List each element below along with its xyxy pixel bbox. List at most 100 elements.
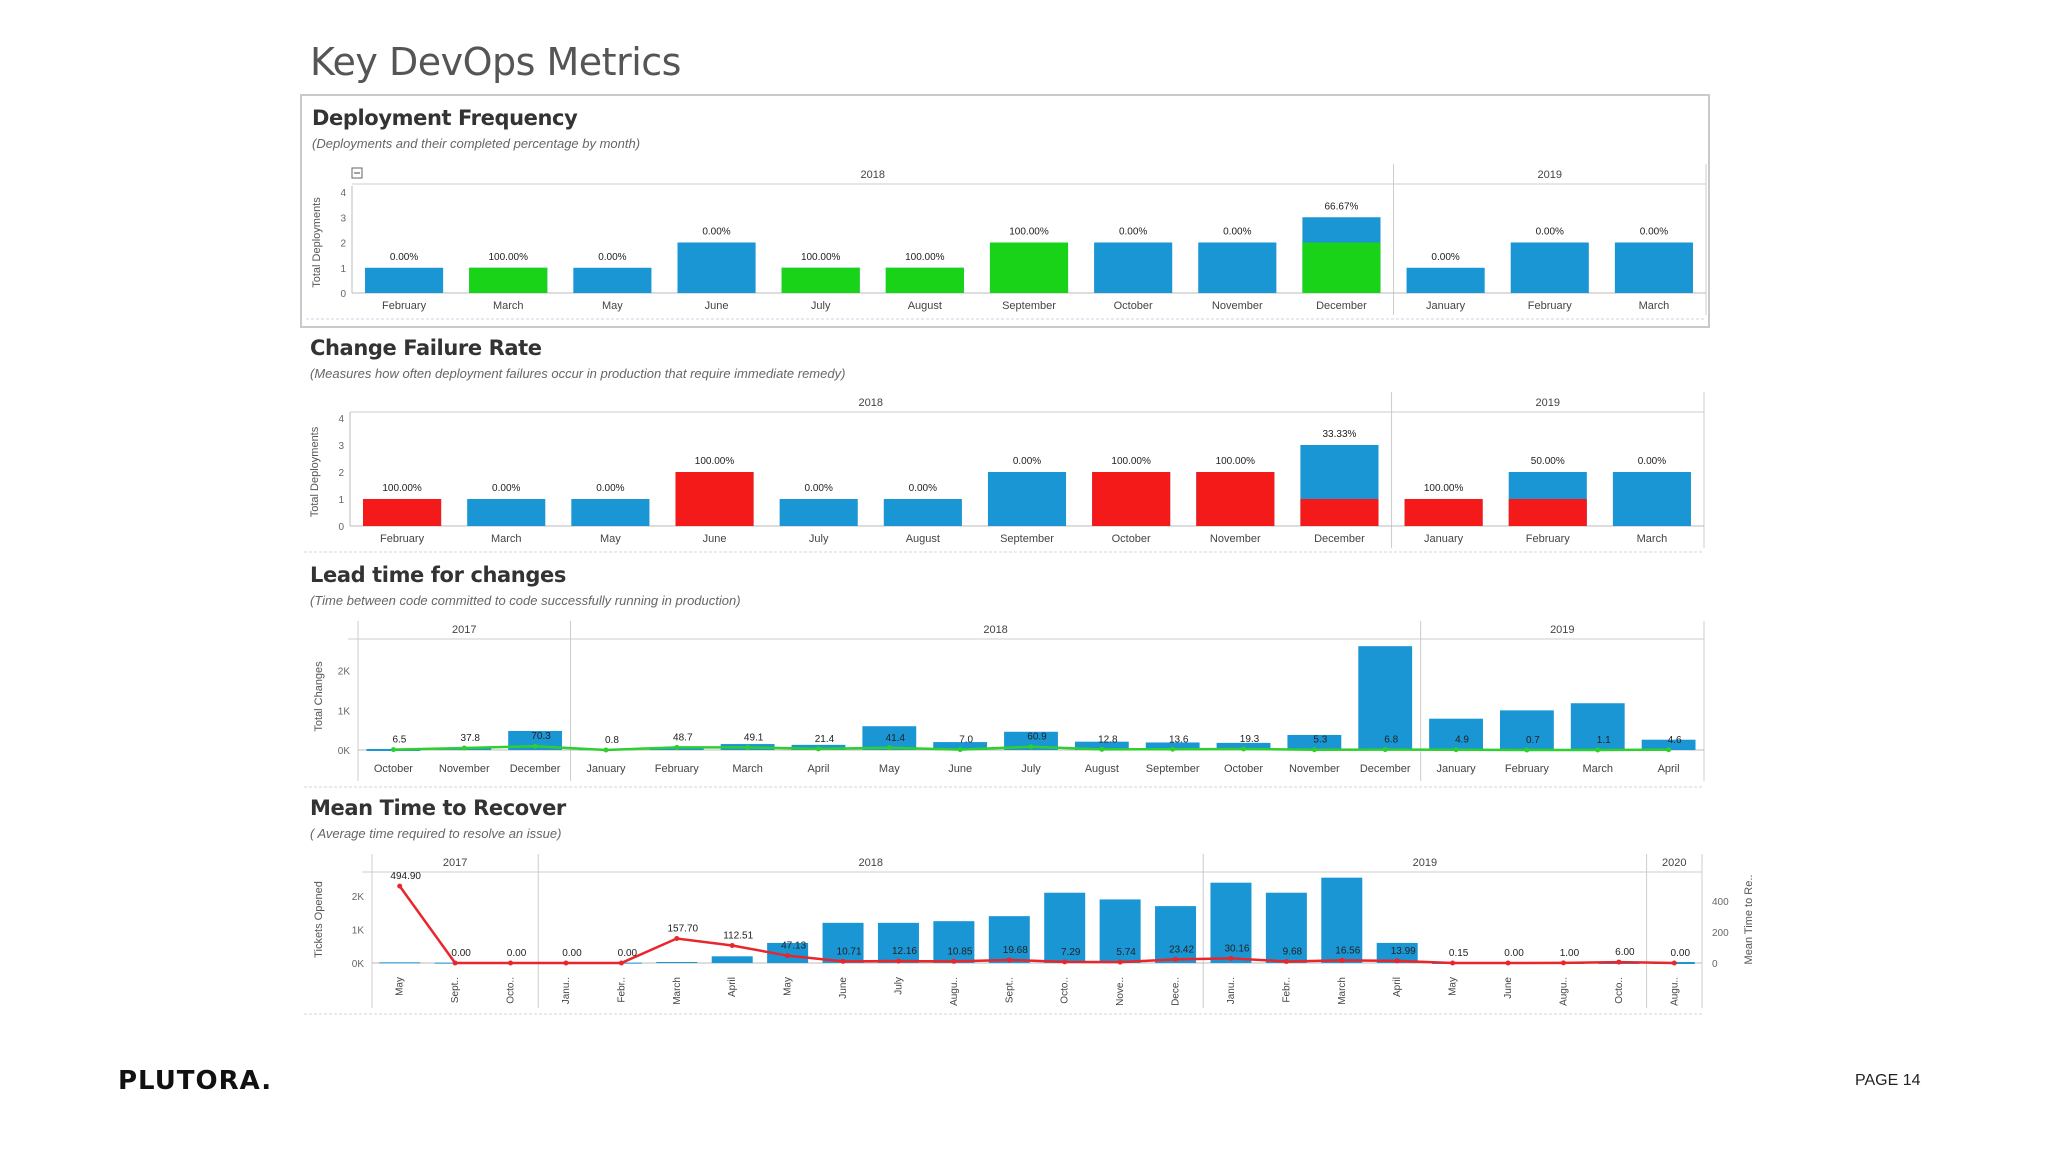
y-tick-label: 1K <box>338 706 351 717</box>
x-tick-label: March <box>1582 763 1613 775</box>
change-failure-rate-chart: 2018 2019 0 1 2 3 4 Total Deployments 100.00% Feb… <box>304 392 1705 553</box>
x-tick-label: May <box>600 533 621 545</box>
trend-point <box>785 953 791 959</box>
y-tick-label: 2 <box>338 468 344 479</box>
x-tick-label: March <box>1337 977 1348 1005</box>
data-label: 0.00% <box>492 483 520 494</box>
bar <box>656 961 698 963</box>
trend-point <box>1524 747 1530 753</box>
x-tick-label: March <box>491 533 522 545</box>
trend-point <box>1505 960 1511 966</box>
x-tick-label: November <box>1210 533 1261 545</box>
bar <box>711 956 753 963</box>
x-tick-label: January <box>1436 763 1476 775</box>
x-tick-label: Augu.. <box>1669 977 1680 1006</box>
x-tick-label: May <box>879 763 900 775</box>
bar-total <box>1612 472 1691 526</box>
bar <box>1358 646 1413 750</box>
lead-time-panel: Lead time for changes (Time between code… <box>300 559 1710 788</box>
x-tick-label: November <box>1212 300 1263 312</box>
y-tick-label: 0 <box>340 289 346 300</box>
trend-label: 112.51 <box>723 931 753 942</box>
trend-point <box>1062 959 1068 965</box>
trend-point <box>1028 744 1034 750</box>
data-label: 0.00% <box>1431 252 1459 263</box>
trend-point <box>1099 746 1105 752</box>
data-label: 100.00% <box>801 252 841 263</box>
y-axis-label: Tickets Opened <box>313 881 325 958</box>
trend-point <box>1006 957 1012 963</box>
x-tick-label: Janu.. <box>561 977 572 1004</box>
bar <box>1004 731 1058 750</box>
bar-total <box>1198 242 1277 293</box>
trend-label: 0.8 <box>605 735 619 746</box>
x-tick-label: March <box>672 977 683 1005</box>
x-tick-label: October <box>1114 300 1153 312</box>
trend-label: 0.15 <box>1449 948 1469 959</box>
y-tick-label: 4 <box>338 414 344 425</box>
year-label-2019: 2019 <box>1413 857 1437 869</box>
trend-label: 47.13 <box>781 941 806 952</box>
year-label-2019: 2019 <box>1536 397 1560 409</box>
x-tick-label: December <box>1314 533 1365 545</box>
y-axis-label: Total Changes <box>313 661 325 732</box>
y2-tick-label: 0 <box>1712 959 1718 970</box>
x-tick-label: Octo.. <box>1614 977 1625 1004</box>
data-label: 100.00% <box>1424 483 1464 494</box>
trend-label: 70.3 <box>531 731 551 742</box>
bar-failed <box>1300 499 1379 526</box>
trend-point <box>1666 747 1672 753</box>
trend-label: 494.90 <box>390 871 421 882</box>
year-label-2019: 2019 <box>1550 624 1574 636</box>
trend-label: 16.56 <box>1335 945 1360 956</box>
y-tick-label: 0K <box>338 746 351 757</box>
x-tick-label: May <box>1448 977 1459 996</box>
mttr-chart: 2017 2018 2019 2020 0K 1K 2K Tickets Opened 0 200… <box>304 854 1755 1015</box>
x-tick-label: February <box>1505 763 1550 775</box>
bar <box>1570 703 1625 750</box>
deployment-frequency-chart: 2018 2019 0 1 2 3 4 Total Deployments 0.00% Febru… <box>306 164 1707 320</box>
x-tick-label: August <box>908 300 942 312</box>
trend-point <box>1671 960 1677 966</box>
x-tick-label: Dece.. <box>1171 977 1182 1006</box>
y-tick-label: 1 <box>340 264 346 275</box>
trend-label: 4.6 <box>1668 735 1682 746</box>
x-tick-label: June <box>705 300 729 312</box>
x-tick-label: December <box>1316 300 1367 312</box>
bar <box>1641 739 1696 750</box>
bar <box>1155 906 1197 963</box>
bar <box>1074 741 1129 750</box>
trend-point <box>674 744 680 750</box>
trend-point <box>1394 958 1400 964</box>
bar-failed <box>1196 472 1275 526</box>
trend-label: 5.3 <box>1313 735 1327 746</box>
data-label: 0.00% <box>598 252 626 263</box>
x-tick-label: December <box>1360 763 1411 775</box>
bar-total <box>1406 267 1485 293</box>
change-failure-rate-title: Change Failure Rate <box>310 336 542 360</box>
bar-total <box>573 267 652 293</box>
lead-time-chart: 2017 2018 2019 0K 1K 2K Total Changes October No… <box>304 621 1705 788</box>
trend-label: 9.68 <box>1283 946 1303 957</box>
bar-total <box>883 499 962 526</box>
x-tick-label: June <box>703 533 727 545</box>
trend-point <box>840 958 846 964</box>
trend-point <box>815 746 821 752</box>
trend-label: 6.8 <box>1384 735 1398 746</box>
plutora-logo: PLUTORA. <box>118 1066 273 1096</box>
trend-point <box>1560 960 1566 966</box>
trend-point <box>1616 959 1622 965</box>
bar-completed <box>885 267 964 293</box>
year-label-2020: 2020 <box>1662 857 1686 869</box>
change-failure-rate-panel: Change Failure Rate (Measures how often … <box>300 332 1710 554</box>
y-tick-label: 2K <box>338 667 351 678</box>
data-label: 100.00% <box>1111 456 1151 467</box>
trend-label: 0.00 <box>1671 948 1691 959</box>
lead-time-title: Lead time for changes <box>310 563 566 587</box>
x-tick-label: July <box>811 300 831 312</box>
bar <box>1216 742 1271 750</box>
trend-label: 6.5 <box>392 735 406 746</box>
trend-point <box>674 936 680 942</box>
x-tick-label: Nove.. <box>1115 977 1126 1006</box>
y2-tick-label: 400 <box>1712 897 1729 908</box>
